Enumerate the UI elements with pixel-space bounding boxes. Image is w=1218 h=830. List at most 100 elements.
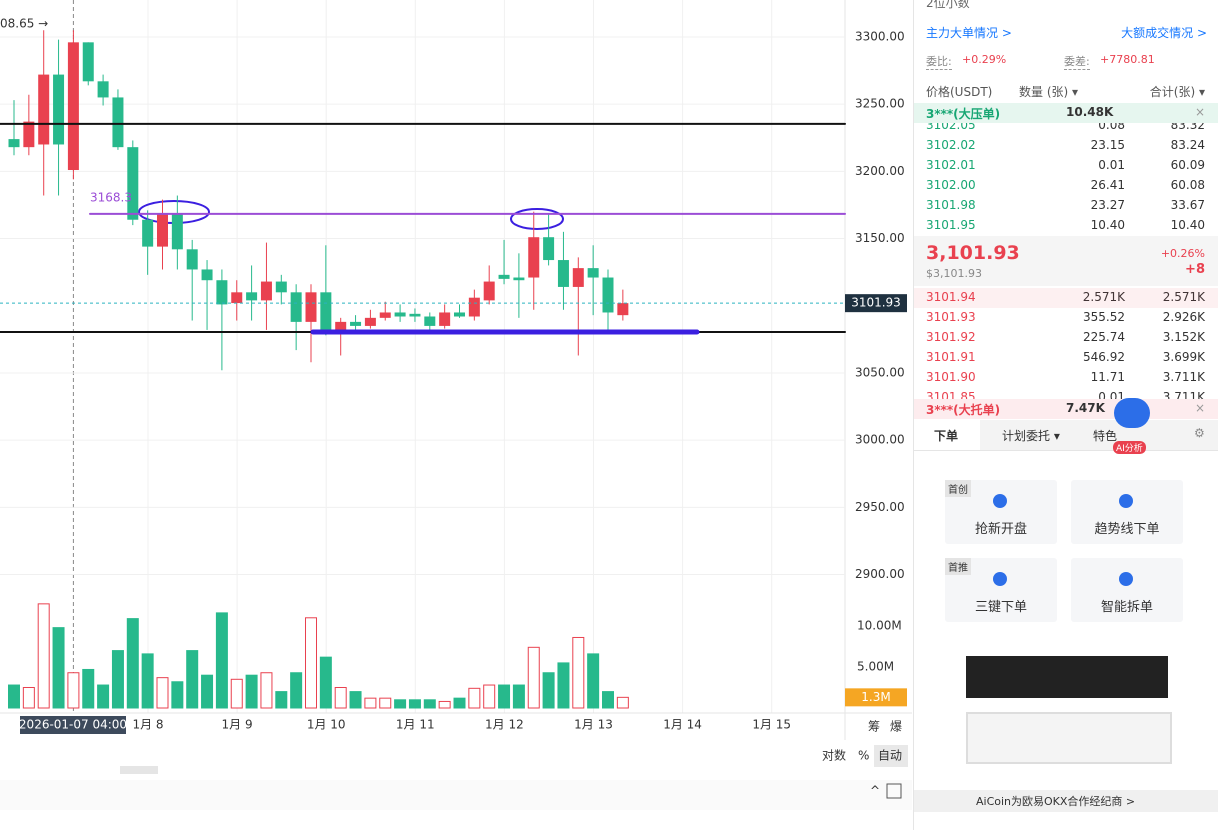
volume-bar (527, 646, 540, 709)
candle-body (572, 268, 584, 287)
price: 3101.93 (926, 310, 976, 324)
candle-body (246, 292, 258, 301)
candle-body (454, 312, 465, 317)
bid-highlight (914, 288, 1218, 308)
collapse-button[interactable]: ^ (870, 784, 880, 798)
candle-body (468, 297, 480, 317)
candle-body (186, 249, 198, 270)
top-label: 08.65 → (0, 17, 48, 31)
card-icon (1119, 494, 1133, 508)
x-tick-label: 1月 14 (663, 718, 702, 732)
change: +8 (1185, 262, 1205, 277)
volume-bar (290, 672, 303, 709)
diff-label: 委差: (1064, 55, 1090, 70)
volume-bar (37, 603, 50, 709)
volume-bar (453, 697, 466, 709)
last-price-label: 3101.93 (851, 296, 901, 310)
volume-bar (483, 684, 496, 709)
footer[interactable]: AiCoin为欧易OKX合作经纪商 > (976, 795, 1136, 808)
big-order-size: 10.48K (1066, 105, 1114, 119)
total: 3.711K (1162, 370, 1205, 384)
total: 10.40 (1170, 218, 1205, 232)
drawer-handle[interactable] (120, 766, 158, 774)
volume-bar (319, 656, 332, 709)
x-tick-label: 1月 15 (752, 718, 791, 732)
bottom-bar (0, 780, 912, 810)
link[interactable]: 大额成交情况 > (1121, 26, 1207, 40)
fullscreen-button[interactable] (886, 783, 902, 799)
candle-body (142, 219, 154, 247)
candle-body (424, 316, 436, 326)
amount: 11.71 (1090, 370, 1125, 384)
total: 60.08 (1170, 178, 1205, 192)
candle-body (364, 317, 376, 326)
volume-bar (111, 650, 124, 709)
candle-body (379, 312, 391, 318)
total: 2.571K (1162, 290, 1205, 304)
y-tick-label: 3300.00 (855, 29, 905, 43)
candle-body (335, 321, 347, 330)
candle-body (617, 303, 629, 316)
x-tick-label: 1月 8 (132, 718, 163, 732)
price: 3102.00 (926, 178, 976, 192)
amount: 23.27 (1090, 198, 1125, 212)
x-tick-label: 1月 10 (307, 718, 346, 732)
ratio-label: 委比: (926, 55, 952, 70)
card[interactable]: 首创 抢新开盘 (945, 480, 1057, 544)
big-order-bg (914, 103, 1218, 123)
volume-bar (423, 699, 436, 709)
candle-body (260, 281, 272, 301)
candle-body (483, 281, 495, 301)
price: 3102.01 (926, 158, 976, 172)
volume-bar (512, 684, 525, 709)
settings-icon[interactable]: ⚙ (1194, 426, 1205, 440)
axis-button[interactable]: 筹 (868, 720, 880, 734)
card[interactable]: 智能拆单 (1071, 558, 1183, 622)
precision-select[interactable]: 2位小数 (926, 0, 970, 10)
ai-robot[interactable] (1114, 398, 1150, 428)
column-header[interactable]: 数量 (张) ▾ (1019, 85, 1079, 99)
candle-body (409, 313, 421, 317)
volume-bar (186, 650, 199, 709)
tab[interactable]: 下单 (934, 429, 959, 443)
price: 3101.91 (926, 350, 976, 364)
column-header[interactable]: 合计(张) ▾ (1149, 85, 1205, 99)
y-tick-label: 3050.00 (855, 365, 905, 379)
total: 3.152K (1162, 330, 1205, 344)
tab[interactable]: 计划委托 ▾ (1002, 429, 1060, 443)
volume-bar (8, 684, 20, 709)
y-tick-label: 2900.00 (855, 567, 905, 581)
price: 3101.98 (926, 198, 976, 212)
scale-button[interactable]: % (858, 749, 869, 763)
chart: 08.65 → ^ 3300.00 3250.00 3200.00 3150.00 30… (0, 0, 912, 810)
ad-banner[interactable] (966, 656, 1168, 698)
volume-bar (22, 686, 35, 709)
volume-bar (394, 699, 407, 709)
scale-button[interactable]: 自动 (878, 749, 902, 763)
card-label: 三键下单 (974, 600, 1027, 615)
candle-body (231, 292, 243, 304)
footer-bg (914, 790, 1218, 812)
volume-bar (305, 617, 317, 709)
link[interactable]: 主力大单情况 > (926, 26, 1012, 40)
volume-bar (557, 662, 570, 709)
axis-button[interactable]: 爆 (890, 720, 902, 734)
amount: 2.571K (1082, 290, 1125, 304)
card-label: 趋势线下单 (1094, 522, 1160, 537)
candle-body (82, 42, 94, 82)
ad-banner[interactable] (966, 712, 1172, 764)
ai-badge[interactable]: AI分析 (1113, 441, 1146, 454)
candle-body (528, 237, 540, 278)
candle-body (8, 139, 20, 148)
candle-body (290, 292, 302, 322)
tab[interactable]: 特色 (1093, 429, 1118, 443)
scale-button[interactable]: 对数 (822, 748, 846, 763)
volume-bar (498, 684, 511, 709)
card[interactable]: 首推 三键下单 (945, 558, 1057, 622)
card[interactable]: 趋势线下单 (1071, 480, 1183, 544)
volume-bar (587, 653, 600, 709)
amount: 23.15 (1090, 138, 1125, 152)
x-tick-label: 1月 13 (574, 718, 613, 732)
x-tick-label: 1月 12 (485, 718, 524, 732)
volume-bar (126, 618, 139, 709)
